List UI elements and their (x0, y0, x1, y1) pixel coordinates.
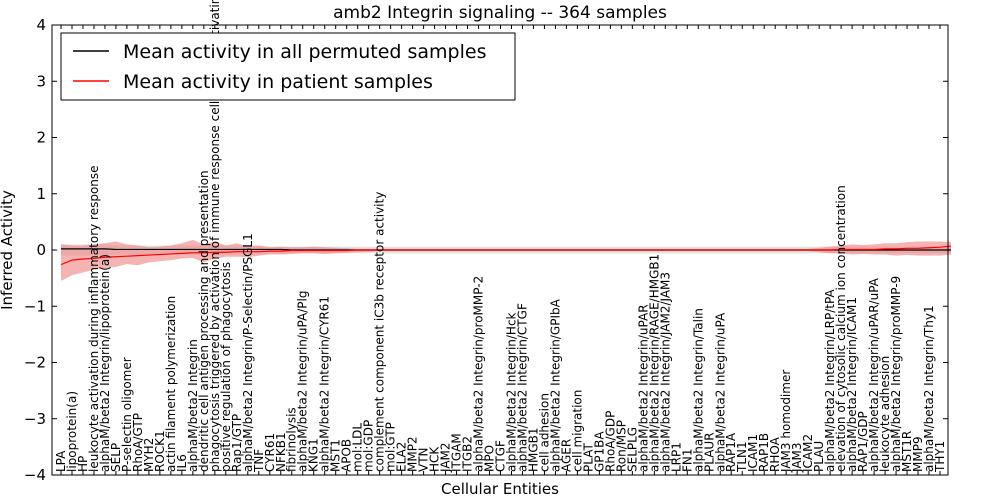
x-tick-label: alphaM/beta2 Integrin/GPIbA (548, 298, 562, 472)
x-tick-label: alphaM/beta2 Integrin/uPA/Plg (296, 291, 310, 472)
x-tick-label: alphaM/beta2 Integrin/Thy1 (922, 305, 936, 472)
x-tick-label: alphaM/beta2 Integrin/CTGF (515, 303, 529, 472)
x-tick-label: ITGAM (450, 433, 464, 472)
x-tick-label: lipoprotein(a) (65, 391, 79, 472)
series-band-1 (61, 239, 951, 281)
x-tick-label: RAP1A (724, 432, 738, 472)
x-tick-label: APOB (340, 439, 354, 472)
y-tick-label: 2 (36, 129, 46, 147)
x-tick-label: alphaM/beta2 Integrin/lipoprotein(a) (98, 254, 112, 472)
y-tick-label: −4 (24, 466, 46, 484)
x-tick-label: cell migration (570, 390, 584, 472)
x-tick-label: alphaM/beta2 Integrin/proMMP-2 (472, 276, 486, 472)
y-tick-label: 1 (36, 185, 46, 203)
x-tick-label: PLAUR (702, 432, 716, 472)
x-tick-label: THY1 (933, 441, 947, 473)
x-tick-label: positive regulation of phagocytosis (219, 262, 233, 472)
x-tick-label: JAM3 (790, 442, 804, 473)
x-tick-label: alphaM/beta2 Integrin/proMMP-9 (889, 276, 903, 472)
x-tick-label: CYR61 (263, 433, 277, 472)
x-tick-label: KNG1 (307, 438, 321, 472)
y-axis-label: Inferred Activity (0, 190, 16, 310)
y-tick-label: 0 (36, 241, 46, 259)
x-tick-label: AGER (559, 439, 573, 472)
x-tick-label: GP1BA (592, 431, 606, 472)
x-tick-label: alphaM/beta2 Integrin/JAM2/JAM3 (658, 272, 672, 472)
series-line-1 (60, 245, 952, 266)
x-tick-label: Ron/MSP (614, 420, 628, 472)
x-tick-label: RAP1B (757, 433, 771, 472)
x-tick-label: IL6 (175, 454, 189, 472)
x-tick-label: alphaM/beta2 Integrin/uPAR (636, 304, 650, 472)
x-tick-label: HCK (428, 446, 442, 472)
x-tick-label: fibrinolysis (285, 407, 299, 472)
x-tick-label: mol:GTP (384, 422, 398, 472)
x-tick-label: SELP (109, 443, 123, 472)
x-tick-label: RHOA (768, 436, 782, 472)
x-tick-label: FN1 (680, 448, 694, 472)
x-tick-label: phagocytosis triggered by activation of … (208, 0, 222, 472)
x-tick-label: alphaM/beta2 Integrin/LRP/tPA (823, 289, 837, 472)
x-tick-label: LRP1 (669, 442, 683, 472)
x-tick-label: alphaM/beta2 Integrin (186, 339, 200, 472)
x-tick-label: MYH2 (142, 438, 156, 472)
legend-label-0: Mean activity in all permuted samples (123, 41, 486, 63)
x-tick-label: ROCK1 (153, 430, 167, 472)
x-tick-label: alphaM/beta2 Integrin/RAGE/HMGB1 (647, 254, 661, 472)
x-tick-label: actin filament polymerization (164, 296, 178, 472)
x-tick-label: complement component iC3b receptor activ… (373, 192, 387, 472)
y-tick-label: −2 (24, 354, 46, 372)
x-tick-label: alphaM/beta2 Integrin/uPA (713, 312, 727, 472)
x-tick-label: alphaM/beta2 Integrin/ICAM1 (845, 297, 859, 472)
x-tick-label: PLAT (581, 443, 595, 472)
x-tick-label: P-selectin oligomer (120, 357, 134, 472)
x-tick-label: JAM3 homodimer (779, 370, 793, 473)
x-tick-label: MST1R (900, 431, 914, 472)
x-tick-label: alphaM/beta2 Integrin/uPAR/uPA (867, 277, 881, 472)
x-tick-label: SELPLG (625, 427, 639, 472)
x-tick-label: RhoA/GDP (603, 411, 617, 472)
x-tick-label: leukocyte adhesion (878, 356, 892, 472)
x-tick-label: JAM2 (439, 442, 453, 473)
x-tick-label: elevation of cytosolic calcium ion conce… (834, 185, 848, 472)
x-tick-label: MST1 (329, 439, 343, 472)
x-tick-label: ELA2 (395, 442, 409, 472)
x-tick-label: MMP2 (406, 436, 420, 472)
x-tick-label: RhoA/GTP (131, 413, 145, 472)
x-tick-label: ICAM1 (746, 434, 760, 472)
x-tick-label: CTGF (494, 440, 508, 472)
x-tick-label: RAP1/GDP (856, 411, 870, 472)
x-tick-label: leukocyte activation during inflammatory… (87, 165, 101, 472)
x-tick-label: HP (76, 456, 90, 472)
x-tick-label: ITGB2 (461, 436, 475, 472)
chart-title: amb2 Integrin signaling -- 364 samples (333, 3, 667, 23)
x-tick-label: cell adhesion (537, 393, 551, 472)
x-tick-label: alphaM/beta2 Integrin/Talin (691, 308, 705, 472)
legend-label-1: Mean activity in patient samples (123, 71, 433, 93)
x-tick-label: mol:LDL (351, 423, 365, 472)
x-tick-label: TNF (252, 449, 266, 473)
y-tick-label: −3 (24, 410, 46, 428)
x-tick-label: alphaM/beta2 Integrin/CYR61 (318, 296, 332, 472)
x-tick-label: MPO (483, 445, 497, 472)
x-tick-label: LPA (54, 450, 68, 472)
y-tick-label: 3 (36, 72, 46, 90)
x-tick-label: HMGB1 (526, 427, 540, 472)
x-tick-label: dendritic cell antigen processing and pr… (197, 170, 211, 472)
x-tick-label: MMP9 (911, 436, 925, 472)
x-tick-label: Rap1/GTP (230, 414, 244, 472)
y-tick-label: 4 (36, 16, 46, 34)
x-tick-label: ICAM2 (801, 434, 815, 472)
x-tick-label: NFKB1 (274, 432, 288, 472)
legend-box (60, 32, 516, 101)
x-tick-label: alphaM/beta2 Integrin/P-Selectin/PSGL1 (241, 233, 255, 472)
x-tick-label: PLAU (812, 441, 826, 472)
x-tick-label: mol:GDP (362, 420, 376, 472)
x-tick-label: TLN1 (735, 441, 749, 473)
x-axis-label: Cellular Entities (441, 480, 559, 498)
y-tick-label: −1 (24, 297, 46, 315)
x-tick-label: alphaM/beta2 Integrin/Hck (504, 312, 518, 472)
x-tick-label: VTN (417, 447, 431, 472)
